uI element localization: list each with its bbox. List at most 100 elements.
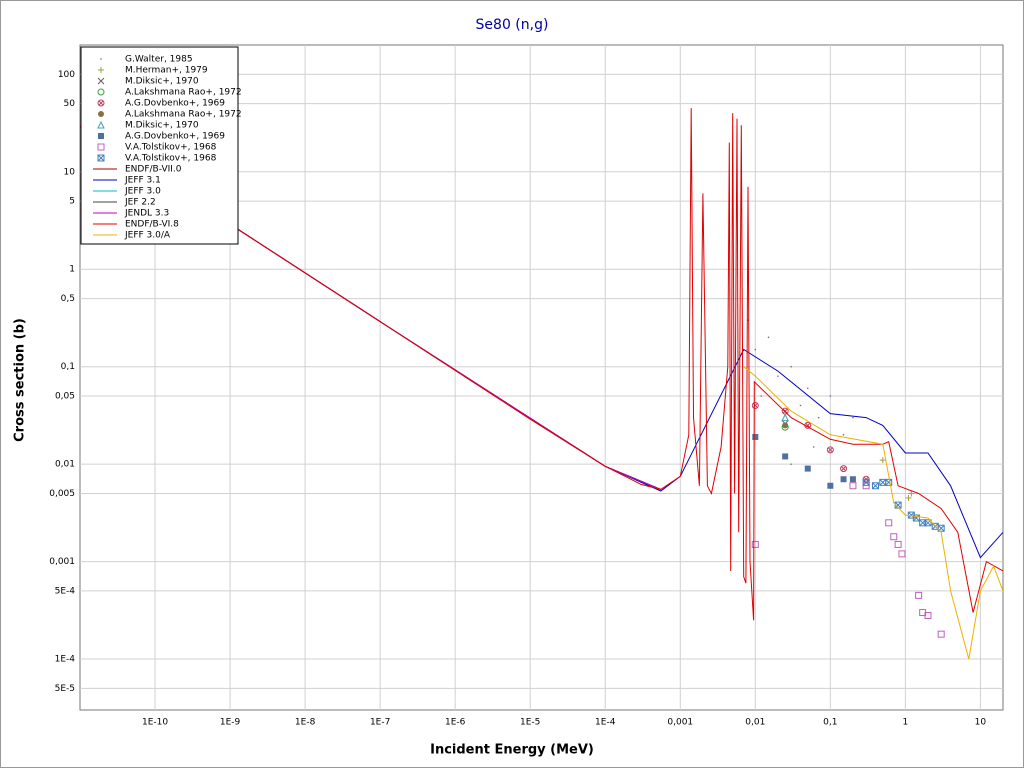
data-point — [898, 550, 906, 558]
marker-shape — [751, 401, 759, 409]
marker-shape — [842, 434, 845, 436]
data-point — [806, 387, 809, 390]
data-point — [905, 494, 912, 501]
legend-label: M.Herman+, 1979 — [125, 66, 208, 76]
legend-label: JEFF 3.0 — [124, 187, 161, 197]
data-point — [100, 58, 102, 60]
marker-shape — [781, 413, 789, 422]
marker-shape — [827, 482, 834, 489]
data-point — [754, 348, 757, 351]
y-tick-label: 0,1 — [61, 362, 75, 372]
marker-shape — [751, 540, 759, 548]
y-tick-label: 10 — [64, 167, 76, 177]
marker-shape — [924, 519, 932, 527]
y-tick-label: 0,05 — [55, 392, 75, 402]
chart-title: Se80 (n,g) — [476, 17, 549, 33]
marker-shape — [98, 133, 104, 139]
marker-shape — [100, 58, 102, 60]
marker-shape — [919, 519, 927, 527]
marker-shape — [97, 88, 105, 96]
y-tick-label: 5 — [69, 197, 75, 207]
data-point — [842, 434, 845, 436]
marker-shape — [885, 478, 893, 486]
y-tick-label: 0,001 — [49, 557, 75, 567]
data-point — [879, 457, 886, 464]
marker-shape — [852, 416, 854, 419]
legend-label: JEF 2.2 — [124, 198, 156, 208]
marker-stroke — [862, 479, 870, 486]
legend-label: ENDF/B-VI.8 — [125, 220, 179, 230]
data-point — [782, 453, 789, 460]
y-tick-label: 50 — [64, 99, 76, 109]
data-point — [915, 591, 923, 599]
marker-shape — [898, 550, 906, 558]
data-point — [812, 446, 815, 448]
data-point — [752, 433, 759, 440]
legend-label: M.Diksic+, 1970 — [125, 121, 199, 131]
data-point — [790, 365, 792, 368]
marker-stroke — [805, 423, 811, 428]
marker-shape — [790, 365, 792, 368]
marker-shape — [790, 463, 792, 465]
marker-shape — [760, 395, 763, 397]
legend-label: ENDF/B-VII.0 — [125, 165, 182, 175]
marker-stroke — [879, 479, 887, 486]
data-point — [760, 395, 763, 397]
data-point — [97, 143, 105, 151]
data-point — [826, 446, 834, 454]
data-point — [924, 611, 932, 619]
x-tick-label: 1E-7 — [370, 718, 390, 728]
marker-shape — [817, 416, 820, 419]
marker-stroke — [841, 466, 846, 471]
marker-shape — [782, 422, 789, 429]
marker-stroke — [907, 511, 915, 519]
marker-stroke — [98, 100, 104, 106]
x-tick-label: 1E-9 — [220, 718, 241, 728]
marker-shape — [812, 446, 815, 448]
legend-label: JEFF 3.1 — [124, 176, 161, 186]
x-tick-label: 1E-5 — [520, 718, 540, 728]
data-point — [98, 133, 104, 139]
data-point — [885, 519, 893, 527]
x-tick-label: 0,01 — [745, 718, 765, 728]
marker-shape — [767, 336, 770, 339]
marker-shape — [894, 540, 902, 548]
data-point — [790, 463, 792, 465]
x-axis-label: Incident Energy (MeV) — [430, 743, 594, 758]
marker-shape — [97, 120, 105, 129]
marker-stroke — [782, 408, 788, 414]
data-point — [879, 478, 887, 486]
data-point — [894, 540, 902, 548]
data-point — [98, 67, 104, 73]
legend-label: G.Walter, 1985 — [125, 55, 193, 65]
marker-stroke — [912, 514, 920, 522]
marker-shape — [849, 482, 857, 490]
legend-label: M.Diksic+, 1970 — [125, 77, 199, 87]
marker-shape — [829, 395, 832, 397]
marker-shape — [806, 387, 809, 390]
x-tick-label: 1 — [903, 718, 909, 728]
marker-shape — [97, 143, 105, 151]
marker-stroke — [885, 479, 893, 486]
marker-shape — [937, 524, 945, 532]
marker-shape — [752, 433, 759, 440]
data-point — [97, 77, 105, 85]
marker-shape — [890, 533, 898, 541]
data-point — [862, 478, 870, 486]
data-point — [767, 336, 770, 339]
data-point — [924, 519, 932, 527]
legend-label: A.Lakshmana Rao+, 1972 — [125, 88, 242, 98]
y-tick-label: 0,5 — [61, 294, 75, 304]
marker-shape — [937, 630, 945, 638]
data-point — [829, 395, 832, 397]
marker-stroke — [872, 482, 879, 490]
data-point — [799, 404, 802, 407]
data-point — [97, 99, 105, 107]
marker-shape — [840, 476, 847, 483]
marker-stroke — [894, 501, 902, 509]
data-point — [840, 476, 847, 483]
data-point — [97, 120, 105, 129]
y-tick-label: 1 — [69, 265, 75, 275]
y-tick-label: 0,005 — [49, 489, 75, 499]
